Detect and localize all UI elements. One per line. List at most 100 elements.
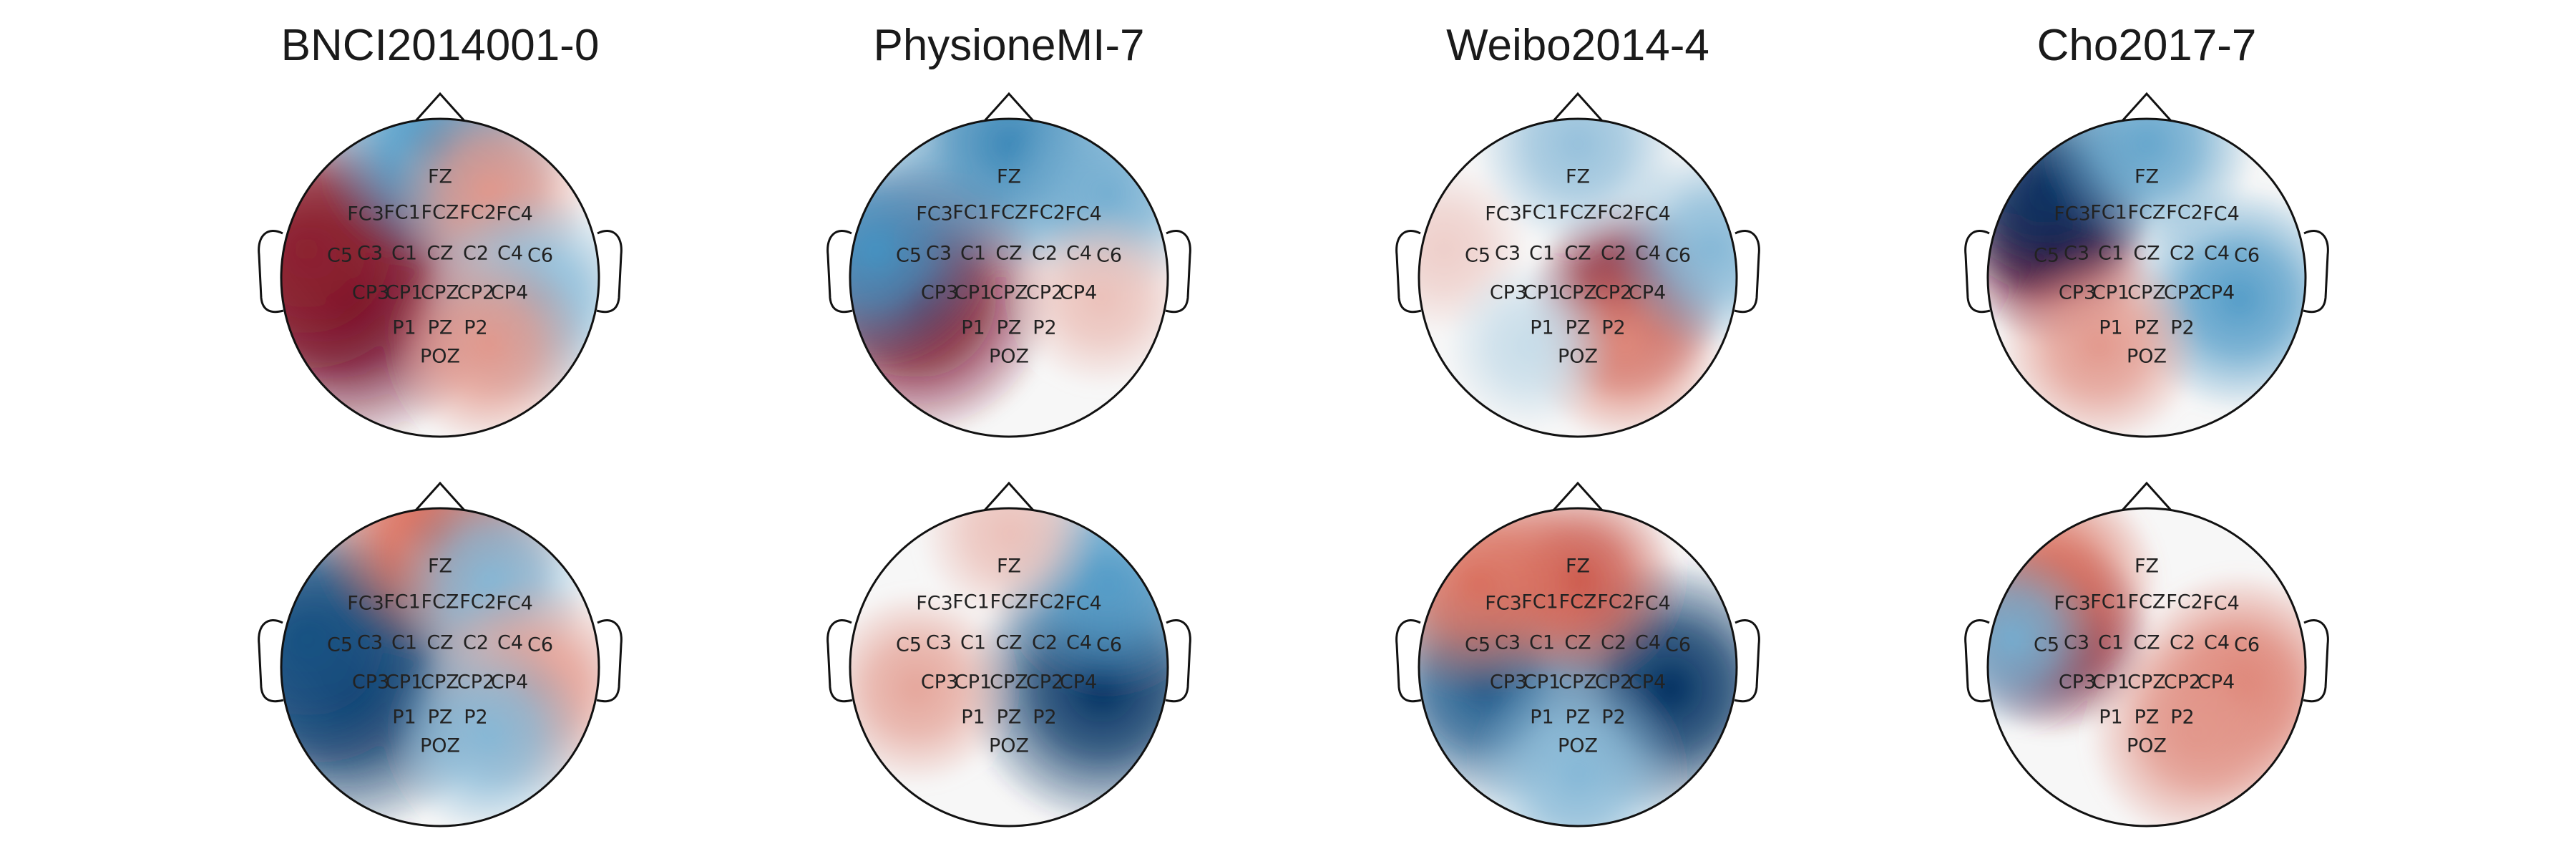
electrode-label-poz: POZ	[989, 346, 1029, 368]
electrode-label-cp1: CP1	[386, 282, 423, 304]
left-ear-outline	[1964, 230, 1991, 314]
electrode-label-cp2: CP2	[457, 282, 494, 304]
electrode-label-c5: C5	[1465, 634, 1491, 656]
topomap-7: FZ FC3 FC1 FCZ FC2 FC4 C5 C3 C1 CZ C2 C4 C6 CP3CP1CPZ…	[1395, 481, 1760, 828]
electrode-label-fcz: FCZ	[990, 202, 1028, 224]
electrode-label-c1: C1	[391, 632, 417, 654]
electrode-label-c3: C3	[2064, 632, 2089, 654]
electrode-label-cp3: CP3	[352, 671, 389, 694]
electrode-label-c2: C2	[1601, 243, 1626, 265]
electrode-label-c4: C4	[2204, 243, 2230, 265]
electrode-label-fcz: FCZ	[1559, 591, 1597, 613]
electrode-label-cp3: CP3	[921, 671, 958, 694]
head-outline	[849, 117, 1169, 438]
electrode-label-fz: FZ	[428, 166, 452, 188]
electrode-label-poz: POZ	[989, 735, 1029, 757]
electrode-label-cpz: CPZ	[2127, 282, 2166, 304]
electrode-label-c1: C1	[1529, 632, 1555, 654]
electrode-label-c5: C5	[896, 634, 922, 656]
electrode-label-fz: FZ	[1566, 166, 1590, 188]
left-ear-outline	[826, 230, 853, 314]
electrode-label-pz: PZ	[428, 707, 453, 729]
electrode-label-fc1: FC1	[1521, 591, 1558, 613]
electrode-label-c3: C3	[357, 243, 383, 265]
activation-poz	[1469, 664, 1687, 826]
electrode-label-poz: POZ	[2127, 735, 2167, 757]
head-outline	[1986, 507, 2307, 828]
electrode-label-fcz: FCZ	[2128, 591, 2166, 613]
topomap-4: FZ FC3 FC1 FCZ FC2 FC4 C5 C3 C1 CZ C2 C4 C6 CP3CP1CPZ…	[1964, 92, 2329, 438]
electrode-label-p1: P1	[1530, 707, 1553, 729]
right-ear-outline	[1165, 619, 1191, 703]
electrode-label-cpz: CPZ	[421, 282, 459, 304]
electrode-label-cp2: CP2	[1595, 671, 1632, 694]
electrode-label-poz: POZ	[420, 735, 460, 757]
electrode-label-c6: C6	[1096, 245, 1122, 267]
electrode-label-cp1: CP1	[2092, 671, 2129, 694]
topomap-3: FZ FC3 FC1 FCZ FC2 FC4 C5 C3 C1 CZ C2 C4 C6 CP3CP1CPZ…	[1395, 92, 1760, 438]
activation-p1	[1996, 243, 2202, 437]
electrode-label-cpz: CPZ	[1558, 282, 1597, 304]
electrode-label-fc1: FC1	[2090, 591, 2127, 613]
left-ear-outline	[826, 619, 853, 703]
electrode-label-c4: C4	[2204, 632, 2230, 654]
electrode-label-cp2: CP2	[1595, 282, 1632, 304]
electrode-label-c6: C6	[1665, 634, 1691, 656]
electrode-label-cp4: CP4	[1060, 671, 1097, 694]
column-title-2: PhysioneMI-7	[873, 21, 1145, 70]
activation-p2	[385, 632, 590, 826]
electrode-label-c3: C3	[926, 243, 952, 265]
electrode-label-c6: C6	[527, 634, 553, 656]
left-ear-outline	[1395, 619, 1422, 703]
electrode-label-fc3: FC3	[1485, 203, 1522, 225]
nose-outline	[2119, 481, 2174, 513]
electrode-label-fc2: FC2	[459, 591, 497, 613]
electrode-label-cpz: CPZ	[990, 671, 1028, 694]
electrode-label-fc2: FC2	[1597, 591, 1634, 613]
electrode-label-fc2: FC2	[459, 202, 497, 224]
electrode-label-fc4: FC4	[1634, 593, 1671, 615]
electrode-label-p2: P2	[2170, 707, 2194, 729]
electrode-label-fc4: FC4	[2202, 593, 2240, 615]
activation-p1	[1443, 259, 1616, 432]
electrode-label-cpz: CPZ	[1558, 671, 1597, 694]
electrode-label-fc3: FC3	[347, 593, 384, 615]
right-ear-outline	[2303, 230, 2329, 314]
nose-outline	[2119, 92, 2174, 124]
electrode-label-c2: C2	[463, 243, 489, 265]
activation-p2	[2085, 626, 2303, 826]
electrode-label-fc4: FC4	[2202, 203, 2240, 225]
right-ear-outline	[1165, 230, 1191, 314]
electrode-label-cpz: CPZ	[2127, 671, 2166, 694]
electrode-label-pz: PZ	[1566, 317, 1591, 339]
right-ear-outline	[596, 230, 623, 314]
electrode-label-cp3: CP3	[921, 282, 958, 304]
electrode-label-fc1: FC1	[952, 202, 990, 224]
head-outline	[1986, 117, 2307, 438]
electrode-label-fc1: FC1	[2090, 202, 2127, 224]
electrode-label-c6: C6	[2234, 634, 2260, 656]
nose-outline	[1551, 92, 1605, 124]
electrode-label-c3: C3	[926, 632, 952, 654]
topomap-6: FZ FC3 FC1 FCZ FC2 FC4 C5 C3 C1 CZ C2 C4 C6 CP3CP1CPZ…	[826, 481, 1191, 828]
electrode-label-p2: P2	[1601, 317, 1625, 339]
electrode-label-c2: C2	[1032, 243, 1058, 265]
electrode-label-c6: C6	[1096, 634, 1122, 656]
electrode-label-cp4: CP4	[1060, 282, 1097, 304]
electrode-label-p2: P2	[464, 707, 487, 729]
electrode-label-cz: CZ	[1564, 632, 1591, 654]
electrode-label-fc1: FC1	[952, 591, 990, 613]
electrode-label-c1: C1	[2098, 243, 2124, 265]
head-outline	[849, 507, 1169, 828]
electrode-label-fc3: FC3	[2054, 203, 2091, 225]
electrode-label-p2: P2	[1033, 317, 1056, 339]
electrode-label-cz: CZ	[2133, 632, 2160, 654]
head-outline	[280, 117, 600, 438]
electrode-label-c5: C5	[2034, 245, 2059, 267]
electrode-label-cz: CZ	[1564, 243, 1591, 265]
right-ear-outline	[2303, 619, 2329, 703]
electrode-label-fcz: FCZ	[1559, 202, 1597, 224]
electrode-label-p2: P2	[2170, 317, 2194, 339]
electrode-label-cp4: CP4	[2197, 282, 2235, 304]
electrode-label-cp2: CP2	[1026, 671, 1063, 694]
